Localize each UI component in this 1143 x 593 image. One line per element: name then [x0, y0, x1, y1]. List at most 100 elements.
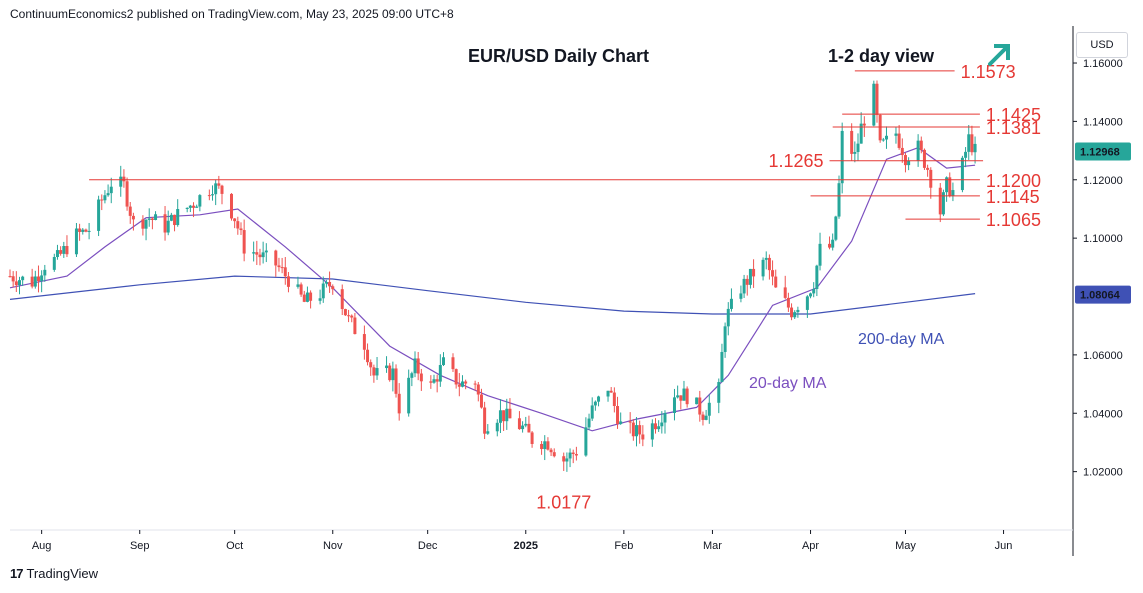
candle-body — [818, 243, 822, 266]
candle-body — [809, 293, 813, 297]
candle-body — [546, 441, 550, 450]
candle-body — [78, 228, 82, 232]
candle-body — [587, 418, 591, 428]
candle-body — [100, 199, 104, 201]
candle-body — [302, 294, 306, 302]
candle-body — [14, 281, 18, 286]
chart-subtitle: 1-2 day view — [828, 46, 935, 66]
candle-body — [198, 195, 202, 207]
candle-body — [324, 281, 328, 284]
level-label: 1.1200 — [986, 171, 1041, 191]
candle-body — [435, 379, 439, 382]
candle-body — [252, 252, 256, 254]
candle-body — [568, 452, 572, 459]
candle-body — [74, 228, 78, 255]
candle-body — [938, 187, 942, 215]
candle-body — [831, 239, 835, 248]
candle-body — [340, 289, 344, 310]
candle-body — [40, 275, 44, 282]
candle-body — [884, 135, 888, 140]
candle-body — [498, 410, 502, 423]
candle-body — [473, 383, 477, 385]
candle-body — [185, 207, 189, 209]
candle-body — [571, 452, 575, 455]
candle-body — [872, 83, 876, 126]
candle-body — [549, 449, 553, 453]
candle-body — [391, 368, 395, 381]
candle-body — [347, 315, 351, 317]
currency-button[interactable]: USD — [1076, 32, 1128, 58]
candle-body — [131, 215, 135, 220]
candle-body — [81, 229, 85, 232]
candle-body — [258, 254, 262, 258]
candle-body — [502, 410, 506, 422]
candle-body — [793, 312, 797, 318]
candle-body — [764, 257, 768, 260]
candle-body — [812, 289, 816, 294]
candle-body — [527, 423, 531, 433]
candle-body — [454, 369, 458, 385]
candle-body — [919, 140, 923, 150]
candle-body — [176, 208, 180, 226]
candle-body — [173, 214, 177, 226]
candle-body — [704, 415, 708, 420]
y-tick-label: 1.14000 — [1083, 116, 1123, 128]
candle-body — [286, 276, 290, 287]
candle-body — [970, 134, 974, 153]
x-tick-label: Dec — [418, 540, 438, 552]
y-tick-label: 1.12000 — [1083, 175, 1123, 187]
candle-body — [862, 123, 866, 126]
candle-body — [695, 397, 699, 405]
candle-body — [119, 176, 123, 187]
candle-body — [11, 276, 15, 282]
candle-body — [236, 221, 240, 229]
candle-body — [508, 408, 512, 419]
candle-body — [748, 268, 752, 285]
candle-body — [951, 190, 955, 197]
candle-body — [195, 206, 199, 208]
candle-body — [103, 195, 107, 201]
candle-body — [296, 284, 300, 287]
candle-body — [255, 252, 259, 255]
tradingview-logo-icon: 17 — [10, 566, 24, 581]
candle-body — [52, 257, 56, 270]
candle-body — [441, 357, 445, 366]
candle-body — [385, 365, 389, 369]
candle-body — [657, 426, 661, 430]
candle-body — [859, 123, 863, 144]
candle-body — [663, 412, 667, 423]
candle-body — [929, 169, 933, 188]
candle-body — [565, 458, 569, 462]
candle-body — [964, 151, 968, 158]
level-label: 1.1573 — [961, 62, 1016, 82]
candle-body — [125, 181, 129, 207]
candle-body — [97, 199, 101, 231]
arrow-head — [994, 44, 1010, 60]
candle-body — [229, 193, 233, 219]
candle-body — [166, 220, 170, 233]
x-tick-label: 2025 — [514, 540, 538, 552]
candle-body — [280, 267, 284, 269]
candle-body — [211, 194, 215, 196]
ma200-label: 200-day MA — [858, 331, 945, 348]
price-badge — [1075, 285, 1131, 304]
candle-body — [328, 281, 332, 287]
candle-body — [850, 130, 854, 154]
candle-body — [790, 307, 794, 318]
y-tick-label: 1.02000 — [1083, 467, 1123, 479]
candle-body — [299, 284, 303, 295]
candle-body — [631, 422, 635, 437]
candle-body — [562, 456, 566, 462]
candle-body — [761, 259, 765, 277]
x-tick-label: Sep — [130, 540, 150, 552]
candle-body — [945, 177, 949, 193]
candle-body — [8, 276, 12, 278]
candle-body — [840, 130, 844, 184]
arrow-up-right-icon — [988, 44, 1010, 66]
candle-body — [517, 418, 521, 430]
candle-body — [723, 326, 727, 352]
candle-body — [948, 177, 952, 197]
candle-body — [742, 278, 746, 294]
x-tick-label: Mar — [703, 540, 722, 552]
